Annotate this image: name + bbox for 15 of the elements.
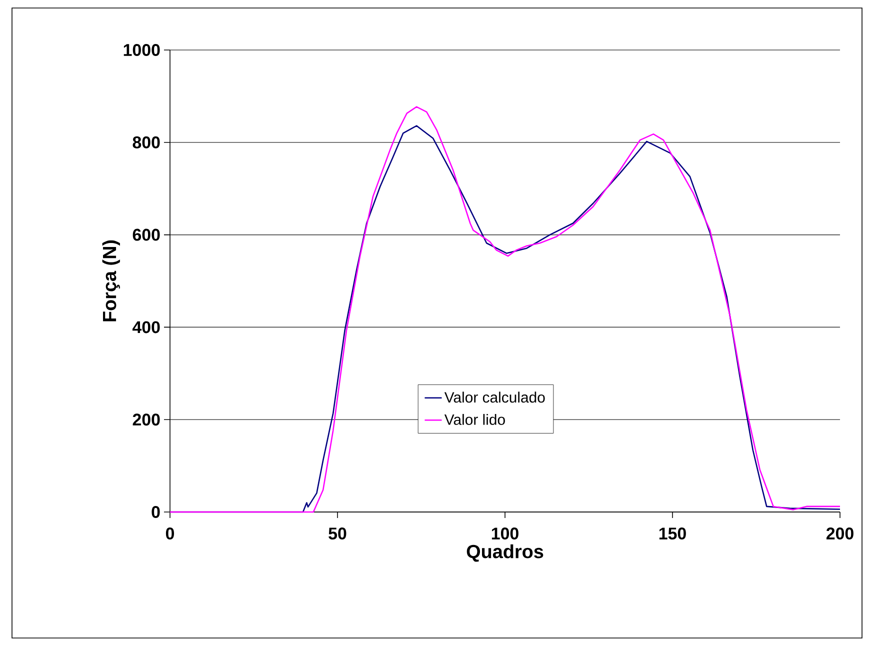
legend-label: Valor lido <box>444 414 505 425</box>
x-tick-label: 0 <box>166 528 174 540</box>
x-tick-label: 150 <box>659 528 686 540</box>
y-tick-label: 400 <box>132 321 160 334</box>
x-axis-title: Quadros <box>466 544 544 562</box>
x-tick-label: 100 <box>492 528 518 540</box>
x-tick-label: 200 <box>826 528 854 540</box>
x-tick-label: 50 <box>328 528 346 540</box>
y-tick-label: 800 <box>132 136 160 148</box>
y-tick-label: 1000 <box>124 44 160 56</box>
y-axis-title: Força (N) <box>102 240 120 322</box>
y-tick-label: 0 <box>152 506 160 518</box>
y-tick-label: 600 <box>132 228 160 241</box>
legend-label: Valor calculado <box>444 392 545 403</box>
y-tick-label: 200 <box>132 414 160 426</box>
